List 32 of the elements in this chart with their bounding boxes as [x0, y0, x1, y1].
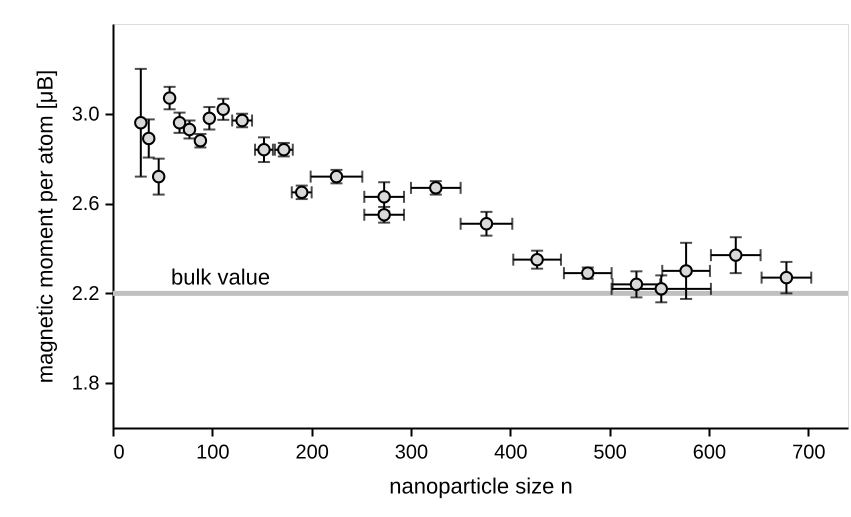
point [530, 252, 544, 266]
x-tick-label: 500 [593, 442, 627, 464]
point [162, 91, 176, 105]
point [216, 102, 230, 116]
point [729, 248, 742, 262]
point [134, 116, 148, 130]
point [202, 112, 216, 125]
point [780, 270, 794, 284]
point [630, 278, 644, 292]
point [679, 264, 693, 278]
x-tick-label: 600 [692, 442, 726, 464]
point [480, 217, 494, 230]
x-tick-label: 100 [196, 442, 230, 464]
x-tick-label: 400 [494, 442, 528, 464]
x-axis-title: nanoparticle size n [389, 474, 573, 498]
y-tick-label: 2.2 [72, 282, 100, 305]
x-tick-label: 200 [295, 442, 329, 464]
y-tick-label: 1.8 [72, 372, 100, 395]
y-tick-label: 3.0 [72, 103, 100, 126]
y-tick-label: 2.6 [72, 193, 100, 216]
point [654, 282, 668, 296]
ref-line-label: bulk value [171, 264, 270, 290]
point [142, 132, 156, 146]
point [377, 190, 391, 204]
x-tick-label: 0 [114, 442, 125, 464]
point [377, 208, 391, 222]
point [182, 122, 196, 136]
y-axis-title: magnetic moment per atom [μB] [32, 70, 58, 384]
point [172, 116, 186, 130]
x-tick-label: 300 [394, 442, 428, 464]
x-tick-label: 700 [792, 442, 826, 464]
point [152, 170, 166, 184]
